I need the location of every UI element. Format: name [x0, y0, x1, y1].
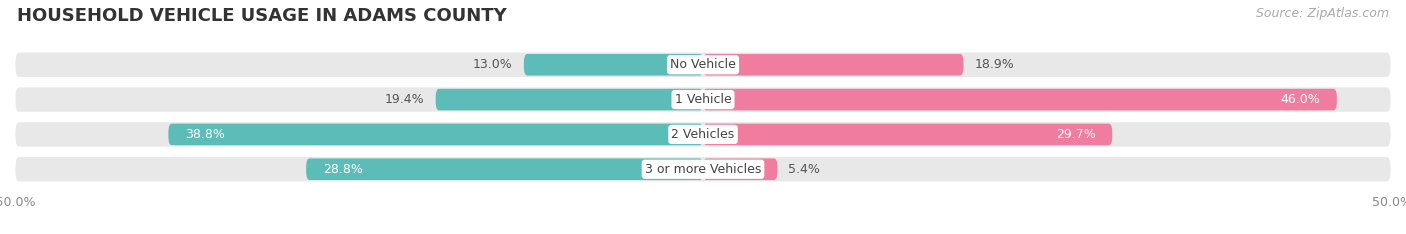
Text: 1 Vehicle: 1 Vehicle — [675, 93, 731, 106]
FancyBboxPatch shape — [436, 89, 703, 110]
FancyBboxPatch shape — [169, 124, 703, 145]
FancyBboxPatch shape — [703, 158, 778, 180]
Text: 38.8%: 38.8% — [186, 128, 225, 141]
FancyBboxPatch shape — [14, 156, 1392, 183]
Text: No Vehicle: No Vehicle — [671, 58, 735, 71]
FancyBboxPatch shape — [703, 124, 1112, 145]
FancyBboxPatch shape — [307, 158, 703, 180]
Text: 18.9%: 18.9% — [974, 58, 1014, 71]
FancyBboxPatch shape — [14, 86, 1392, 113]
Text: 29.7%: 29.7% — [1056, 128, 1095, 141]
Text: 5.4%: 5.4% — [789, 163, 820, 176]
FancyBboxPatch shape — [703, 89, 1337, 110]
Text: 28.8%: 28.8% — [323, 163, 363, 176]
Text: 2 Vehicles: 2 Vehicles — [672, 128, 734, 141]
Text: 19.4%: 19.4% — [385, 93, 425, 106]
FancyBboxPatch shape — [703, 54, 963, 76]
Text: 13.0%: 13.0% — [472, 58, 513, 71]
FancyBboxPatch shape — [14, 121, 1392, 148]
Text: 46.0%: 46.0% — [1281, 93, 1320, 106]
Text: 3 or more Vehicles: 3 or more Vehicles — [645, 163, 761, 176]
Text: Source: ZipAtlas.com: Source: ZipAtlas.com — [1256, 7, 1389, 20]
FancyBboxPatch shape — [14, 51, 1392, 78]
FancyBboxPatch shape — [524, 54, 703, 76]
Text: HOUSEHOLD VEHICLE USAGE IN ADAMS COUNTY: HOUSEHOLD VEHICLE USAGE IN ADAMS COUNTY — [17, 7, 506, 25]
